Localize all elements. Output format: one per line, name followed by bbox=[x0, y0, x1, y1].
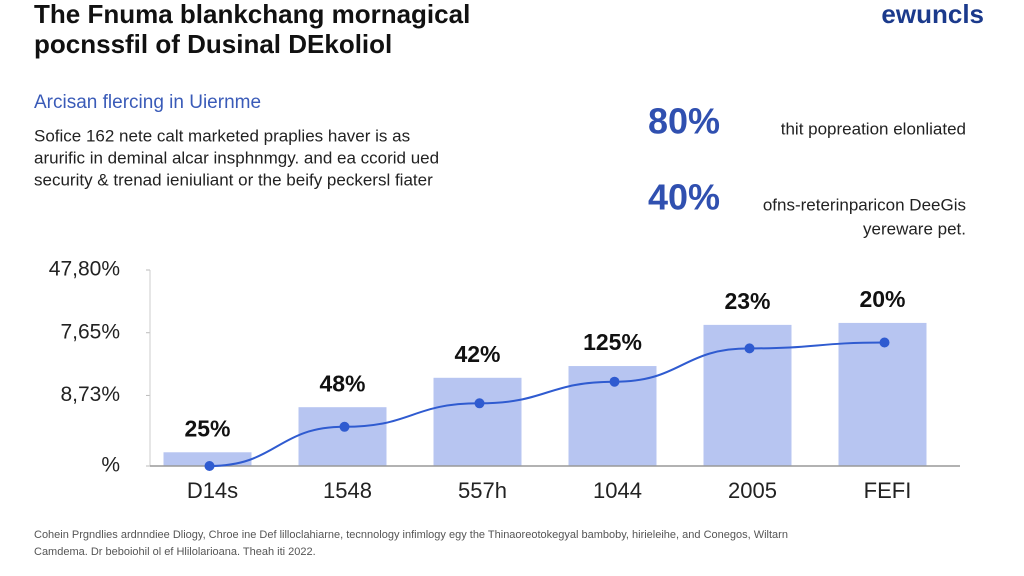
logo: ewuncls bbox=[881, 0, 984, 29]
bar-value-label: 42% bbox=[454, 341, 500, 367]
bar-value-label: 20% bbox=[859, 286, 905, 312]
paragraph-line: arurific in deminal alcar insphnmgy. and… bbox=[34, 148, 439, 167]
callout-text: ofns-reterinparicon DeeGis bbox=[763, 195, 966, 214]
bar bbox=[298, 407, 387, 466]
paragraph-line: Sofice 162 nete calt marketed praplies h… bbox=[34, 126, 410, 145]
x-tick-label: 1044 bbox=[593, 478, 642, 503]
trend-point bbox=[474, 398, 485, 409]
footer-line: Camdema. Dr beboiohil ol ef Hlilolarioan… bbox=[34, 546, 316, 558]
bar-value-label: 23% bbox=[724, 288, 770, 314]
y-tick-label: 47,80% bbox=[49, 258, 120, 281]
bar-value-label: 25% bbox=[184, 415, 230, 441]
x-tick-label: D14s bbox=[187, 478, 238, 503]
x-tick-label: 2005 bbox=[728, 478, 777, 503]
trend-point bbox=[879, 337, 890, 348]
trend-point bbox=[204, 461, 215, 471]
trend-line bbox=[209, 341, 885, 467]
subtitle: Arcisan flercing in Uiernme bbox=[34, 92, 261, 113]
y-tick-label: % bbox=[101, 454, 120, 477]
callout-text: thit popreation elonliated bbox=[781, 119, 966, 138]
bar-value-label: 48% bbox=[319, 370, 365, 396]
trend-point bbox=[744, 343, 755, 354]
trend-point bbox=[609, 376, 620, 387]
title: pocnssfil of Dusinal DEkoliol bbox=[34, 29, 392, 59]
footer-line: Cohein Prgndlies ardnndiee Dliogy, Chroe… bbox=[34, 529, 788, 541]
callout-text: yereware pet. bbox=[863, 219, 966, 238]
title: The Fnuma blankchang mornagical bbox=[34, 0, 470, 29]
callout-figure: 80% bbox=[648, 101, 720, 142]
paragraph-line: security & trenad ieniuliant or the beif… bbox=[34, 170, 433, 189]
bar bbox=[433, 377, 522, 466]
x-tick-label: 1548 bbox=[323, 478, 372, 503]
bar bbox=[163, 452, 252, 466]
x-tick-label: 557h bbox=[458, 478, 507, 503]
y-tick-label: 8,73% bbox=[60, 383, 120, 406]
x-tick-label: FEFI bbox=[864, 478, 912, 503]
callout-figure: 40% bbox=[648, 177, 720, 218]
bar-value-label: 125% bbox=[583, 329, 642, 355]
y-tick-label: 7,65% bbox=[60, 320, 120, 343]
trend-point bbox=[339, 421, 350, 432]
